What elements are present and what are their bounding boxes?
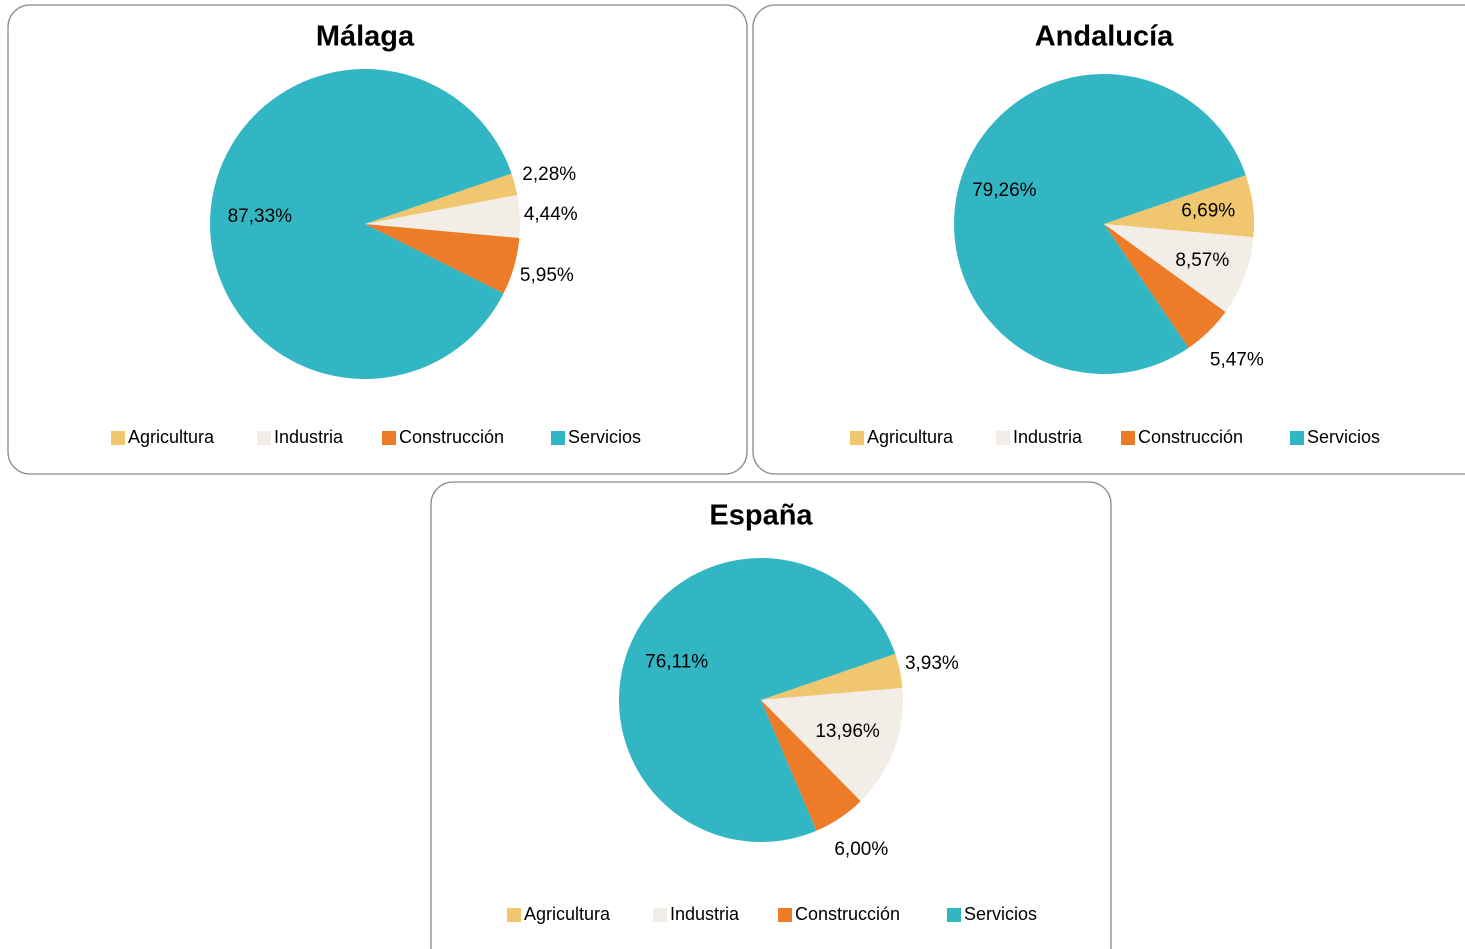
legend-label: Servicios	[568, 427, 641, 447]
legend-swatch	[551, 431, 565, 445]
legend-label: Construcción	[795, 904, 900, 924]
data-label: 5,47%	[1210, 350, 1264, 371]
legend-label: Construcción	[1138, 427, 1243, 447]
legend-swatch	[257, 431, 271, 445]
data-label: 3,93%	[905, 653, 959, 674]
legend-swatch	[382, 431, 396, 445]
legend-swatch	[1121, 431, 1135, 445]
data-label: 4,44%	[524, 204, 578, 225]
pie-slice	[761, 687, 903, 802]
data-label: 8,57%	[1175, 250, 1229, 271]
pie-slice	[1104, 224, 1226, 348]
legend-swatch	[653, 908, 667, 922]
pie-slice	[761, 653, 903, 700]
pie-slice	[365, 173, 518, 224]
legend-label: Agricultura	[128, 427, 215, 447]
chart-title: Málaga	[316, 21, 415, 53]
pie-slice	[1104, 224, 1254, 313]
data-label: 6,69%	[1181, 200, 1235, 221]
legend-label: Industria	[670, 904, 740, 924]
legend-swatch	[1290, 431, 1304, 445]
legend-swatch	[947, 908, 961, 922]
legend-label: Servicios	[1307, 427, 1380, 447]
chart-title: España	[709, 500, 813, 532]
legend-swatch	[778, 908, 792, 922]
pie-slice	[365, 194, 520, 239]
data-label: 2,28%	[522, 164, 576, 185]
legend-swatch	[111, 431, 125, 445]
legend-swatch	[507, 908, 521, 922]
legend-label: Servicios	[964, 904, 1037, 924]
pie-slice	[365, 224, 520, 294]
data-label: 76,11%	[645, 651, 708, 672]
data-label: 13,96%	[815, 721, 880, 742]
legend-label: Industria	[1013, 427, 1083, 447]
legend-label: Agricultura	[867, 427, 954, 447]
chart-title: Andalucía	[1035, 21, 1174, 53]
legend-label: Agricultura	[524, 904, 611, 924]
data-label: 87,33%	[228, 206, 293, 227]
data-label: 5,95%	[520, 265, 574, 286]
legend-label: Industria	[274, 427, 344, 447]
legend-swatch	[850, 431, 864, 445]
pie-slice	[210, 68, 512, 379]
pie-slice	[1104, 175, 1254, 238]
legend-label: Construcción	[399, 427, 504, 447]
data-label: 79,26%	[972, 180, 1037, 201]
pie-slice	[761, 700, 861, 831]
pie-slice	[619, 557, 896, 842]
data-label: 6,00%	[834, 839, 888, 860]
legend-swatch	[996, 431, 1010, 445]
pie-slice	[953, 74, 1246, 375]
